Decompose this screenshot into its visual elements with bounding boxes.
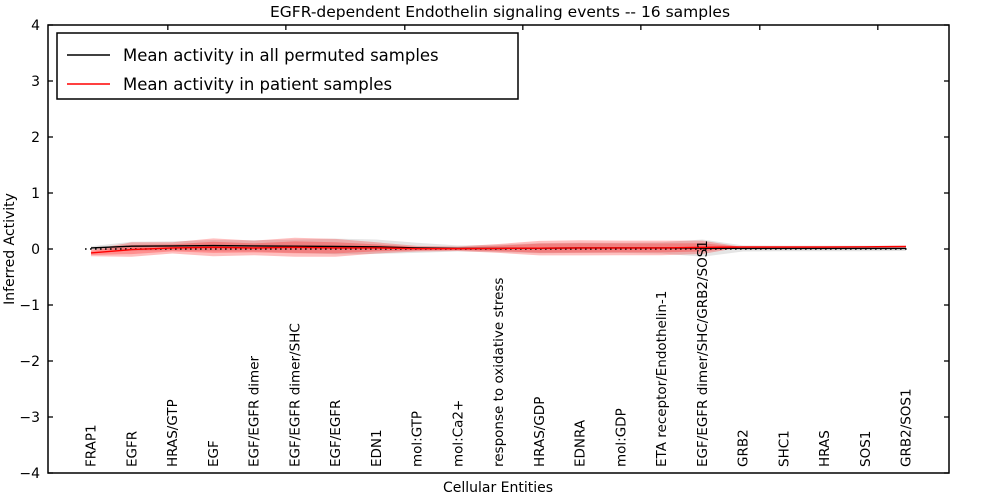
x-category-label: EGF bbox=[206, 440, 222, 467]
y-tick-label: −4 bbox=[19, 466, 40, 482]
x-category-label: ETA receptor/Endothelin-1 bbox=[654, 291, 670, 467]
x-category-label: response to oxidative stress bbox=[491, 278, 507, 467]
y-tick-label: −3 bbox=[19, 410, 40, 426]
y-tick-label: −2 bbox=[19, 354, 40, 370]
chart-title: EGFR-dependent Endothelin signaling even… bbox=[270, 3, 730, 21]
x-category-label: SHC1 bbox=[776, 430, 792, 467]
x-category-label: EDN1 bbox=[369, 429, 385, 467]
legend-label-permuted: Mean activity in all permuted samples bbox=[123, 46, 439, 65]
y-tick-label: −1 bbox=[19, 298, 40, 314]
axes-frame bbox=[47, 24, 950, 474]
x-category-label: mol:GTP bbox=[410, 411, 426, 467]
x-category-label: HRAS/GDP bbox=[532, 397, 548, 467]
y-tick-label: 3 bbox=[31, 74, 40, 90]
x-category-label: FRAP1 bbox=[84, 424, 100, 467]
x-category-label: mol:GDP bbox=[613, 408, 629, 467]
patient-mean-line bbox=[90, 245, 907, 254]
y-tick-label: 1 bbox=[31, 186, 40, 202]
patient-spread-band-outer bbox=[91, 237, 906, 257]
x-category-label: HRAS/GTP bbox=[165, 399, 181, 467]
x-category-label: EGFR bbox=[124, 431, 140, 467]
legend-label-patient: Mean activity in patient samples bbox=[123, 75, 392, 94]
x-category-label: EGF/EGFR dimer bbox=[247, 355, 263, 467]
x-category-label: SOS1 bbox=[858, 431, 874, 467]
x-category-label: GRB2/SOS1 bbox=[899, 388, 915, 467]
x-axis-label: Cellular Entities bbox=[443, 480, 553, 496]
y-axis-label: Inferred Activity bbox=[2, 193, 18, 305]
x-category-label: mol:Ca2+ bbox=[450, 400, 466, 467]
x-category-label: HRAS bbox=[817, 430, 833, 467]
x-category-label: EDNRA bbox=[573, 419, 589, 467]
x-category-label: GRB2 bbox=[736, 429, 752, 467]
x-category-label: EGF/EGFR dimer/SHC bbox=[287, 323, 303, 467]
x-category-label: EGF/EGFR dimer/SHC/GRB2/SOS1 bbox=[695, 240, 711, 467]
legend-box bbox=[56, 32, 519, 100]
y-tick-label: 4 bbox=[31, 18, 40, 34]
y-tick-label: 2 bbox=[31, 130, 40, 146]
y-tick-label: 0 bbox=[31, 242, 40, 258]
x-category-label: EGF/EGFR bbox=[328, 400, 344, 467]
legend: Mean activity in all permuted samples Me… bbox=[56, 32, 519, 100]
plot-area: 4 3 2 1 0 −1 −2 −3 −4 FRAP1 EGFR HRAS/GTP EGF EGF/EGF… bbox=[19, 18, 949, 482]
